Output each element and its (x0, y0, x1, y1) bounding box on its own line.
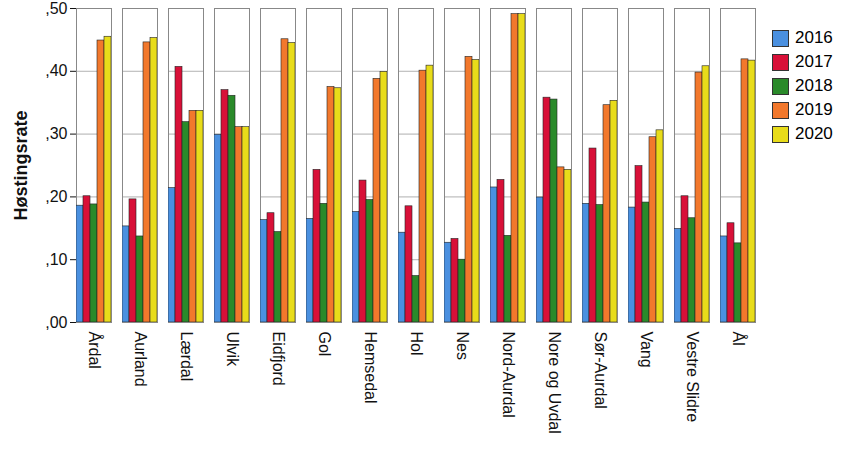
svg-text:,40: ,40 (45, 62, 67, 79)
svg-text:Ål: Ål (730, 332, 748, 346)
html-text:2018: 2018 (795, 76, 833, 95)
svg-text:Gol: Gol (316, 332, 333, 357)
svg-text:Årdal: Årdal (86, 332, 104, 369)
svg-text:Hol: Hol (408, 332, 425, 356)
svg-text:,50: ,50 (45, 0, 67, 17)
svg-text:,00: ,00 (45, 314, 67, 331)
html-text:2019: 2019 (795, 100, 833, 119)
svg-text:,10: ,10 (45, 251, 67, 268)
svg-text:Ulvik: Ulvik (224, 332, 241, 368)
svg-text:,30: ,30 (45, 125, 67, 142)
svg-text:Hemsedal: Hemsedal (362, 332, 379, 404)
html-text:2017: 2017 (795, 52, 833, 71)
svg-text:Nord-Aurdal: Nord-Aurdal (500, 332, 517, 418)
html-text:2016: 2016 (795, 28, 833, 47)
svg-text:Nes: Nes (454, 332, 471, 360)
svg-text:Lærdal: Lærdal (178, 332, 195, 382)
svg-text:Nore og Uvdal: Nore og Uvdal (546, 332, 563, 434)
svg-text:Høstingsrate: Høstingsrate (11, 110, 31, 220)
svg-text:Eidfjord: Eidfjord (270, 332, 287, 386)
svg-text:Aurland: Aurland (132, 332, 149, 387)
svg-text:Vang: Vang (638, 332, 655, 368)
svg-text:Vestre Slidre: Vestre Slidre (684, 332, 701, 423)
svg-text:,20: ,20 (45, 188, 67, 205)
html-text:2020: 2020 (795, 124, 833, 143)
svg-text:Sør-Aurdal: Sør-Aurdal (592, 332, 609, 409)
